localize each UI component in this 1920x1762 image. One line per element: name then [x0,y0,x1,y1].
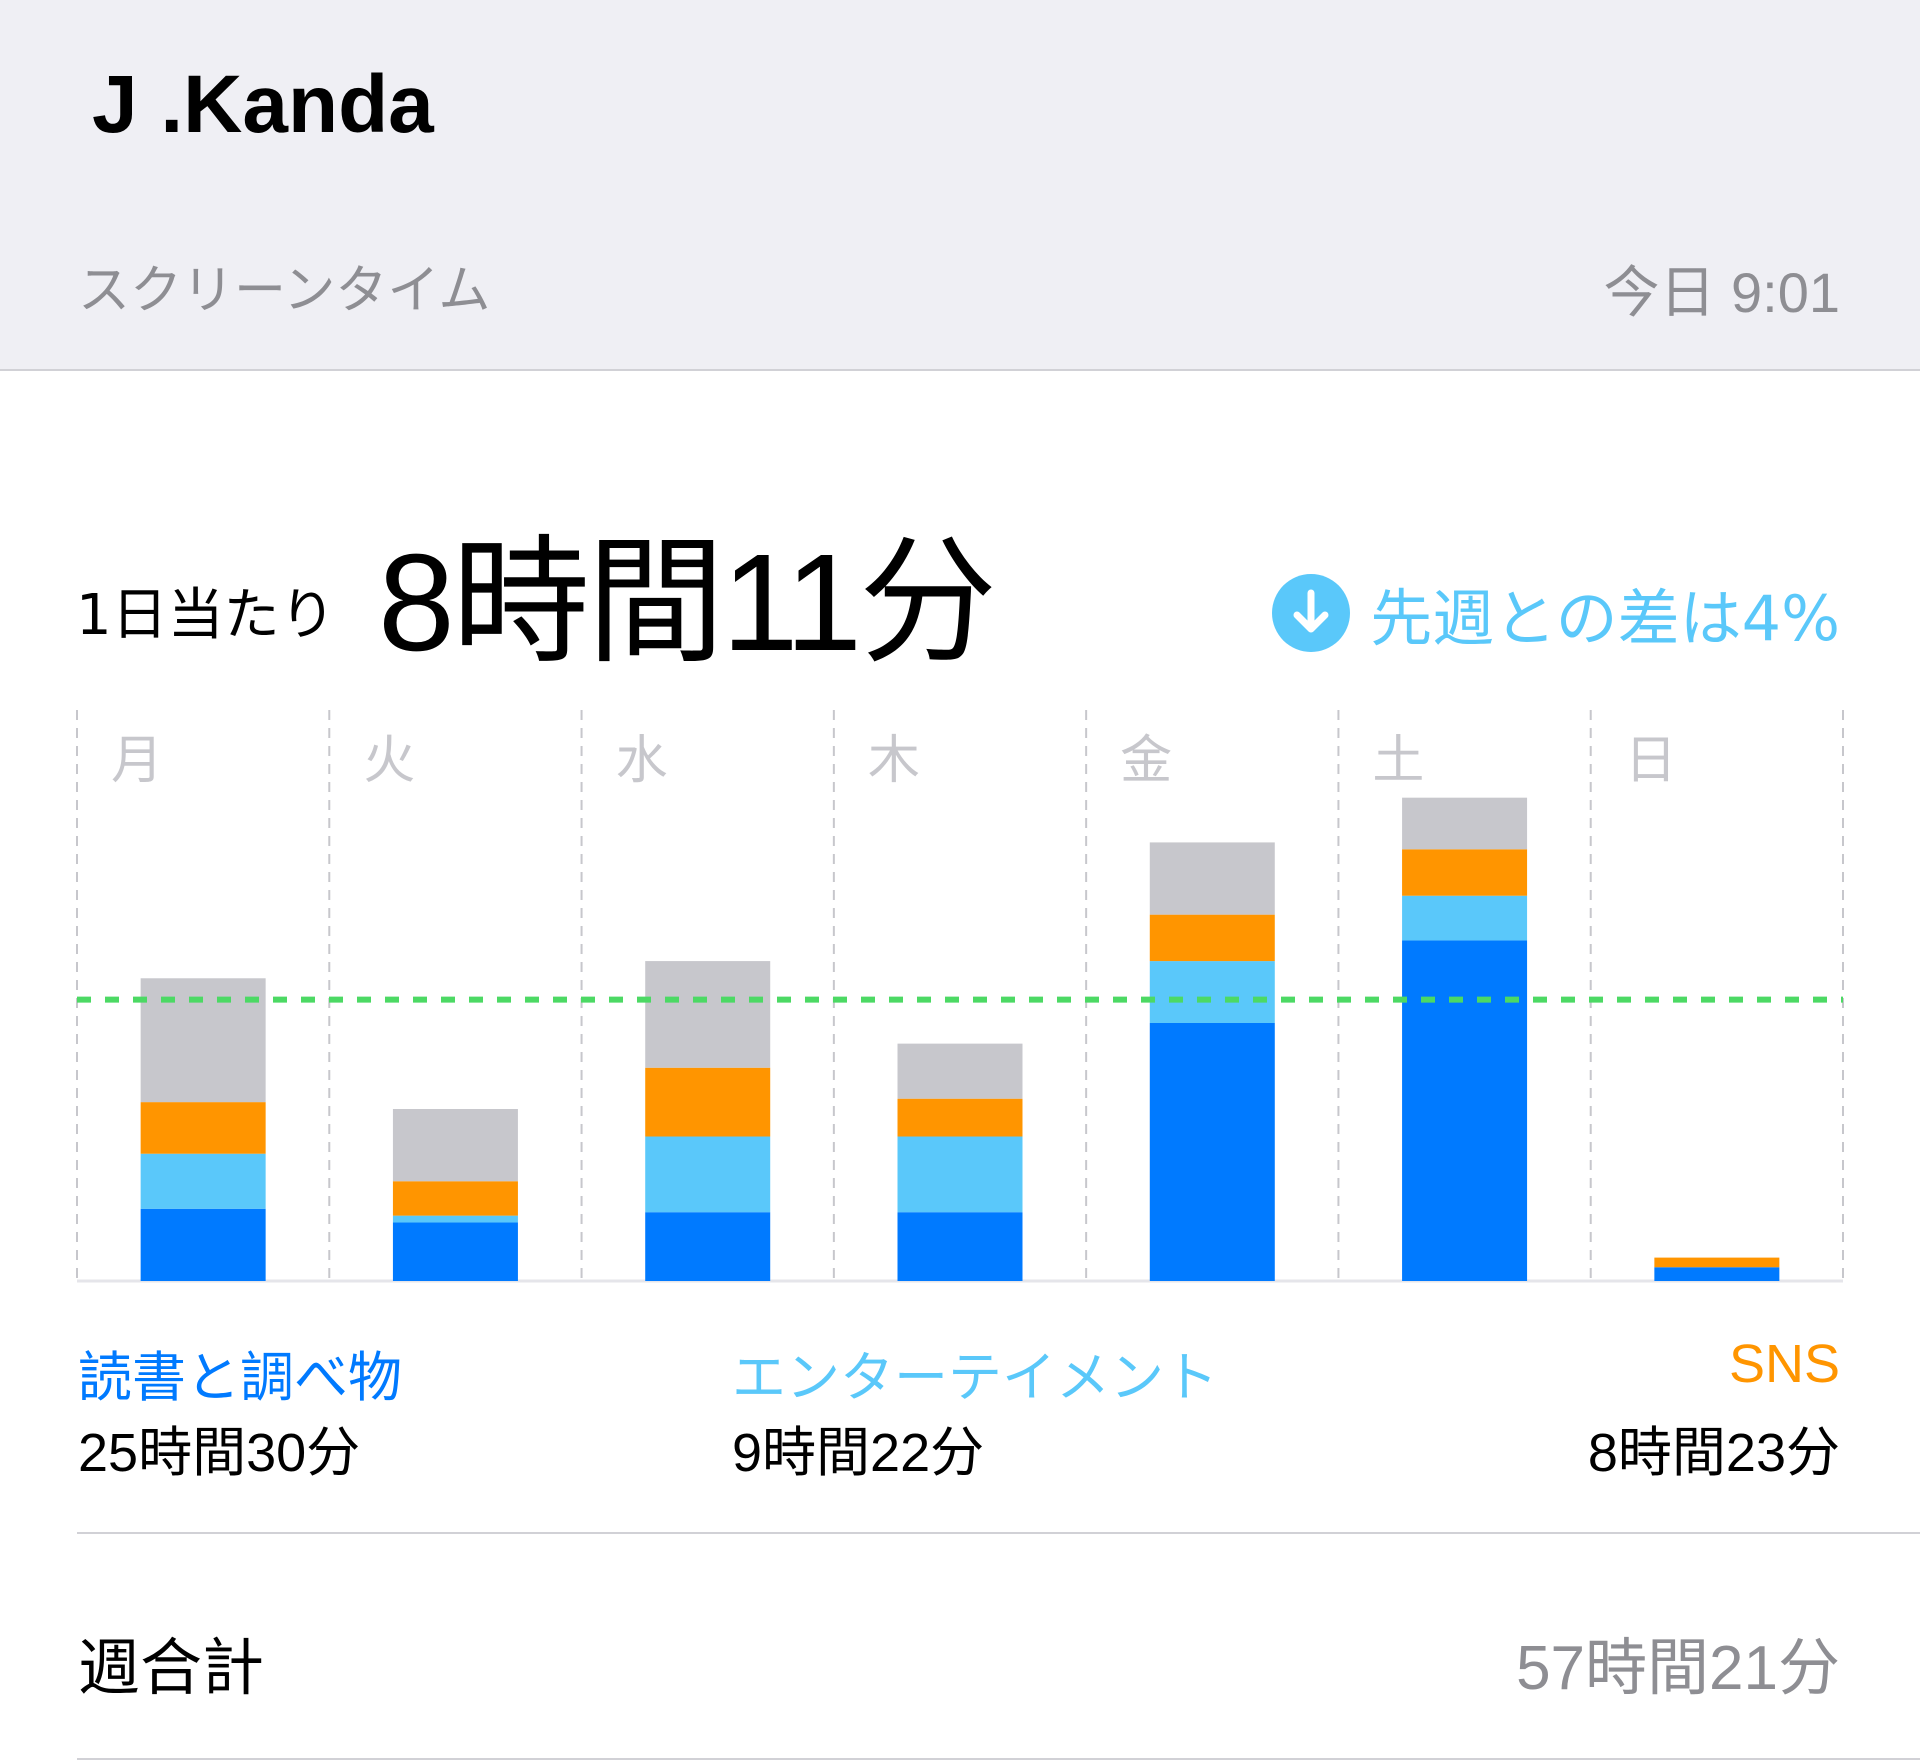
bar-segment [1149,842,1275,915]
bar-segment [1149,914,1275,962]
bar-segment [897,1136,1023,1213]
day-label: 日 [1625,731,1677,791]
bar-segment [1402,849,1528,896]
legend-value-sns: 8時間23分 [1587,1423,1840,1483]
bar-segment [1149,1023,1275,1281]
bar-segment [645,1136,771,1213]
weekly-usage-chart: 月火水木金土日 [76,710,1844,1283]
bar-segment [645,1067,771,1137]
bar-segment [1654,1257,1780,1268]
bar-segment [897,1098,1023,1137]
bar-segment [392,1109,518,1182]
bar-segment [392,1215,518,1223]
bar-segment [897,1212,1023,1281]
header: J .Kanda スクリーンタイム 今日 9:01 [0,0,1920,371]
weekly-total-value: 57時間21分 [1516,1634,1840,1703]
bar-segment [645,961,771,1068]
week-difference-text: 先週との差は4% [1370,582,1840,655]
section-title: スクリーンタイム [78,261,491,321]
day-label: 木 [868,731,920,791]
divider [77,1758,1920,1760]
bar-segment [645,1212,771,1281]
daily-average-value: 8時間11分 [378,526,997,680]
day-label: 火 [363,731,415,791]
bar-segment [392,1181,518,1216]
bar-segment [1402,940,1528,1281]
divider [77,1532,1920,1534]
timestamp: 今日 9:01 [1603,261,1840,324]
bar-segment [1402,797,1528,850]
daily-average-label: 1日当たり [76,583,336,648]
weekly-total-label: 週合計 [78,1631,265,1704]
legend-label-entertainment: エンターテイメント [732,1346,1218,1409]
bar-segment [392,1222,518,1281]
day-label: 土 [1372,731,1424,791]
arrow-down-circle-icon [1272,574,1351,652]
bar-segment [1654,1267,1780,1281]
day-label: 水 [616,731,668,791]
legend-label-reading: 読書と調べ物 [78,1346,402,1409]
bar-segment [140,1153,266,1209]
bar-segment [140,1208,266,1281]
bar-segment [1402,895,1528,941]
user-name: J .Kanda [92,59,434,150]
week-difference: 先週との差は4% [1272,568,1840,658]
bar-segment [897,1043,1023,1099]
legend-value-entertainment: 9時間22分 [732,1423,985,1483]
bar-segment [1149,961,1275,1023]
day-label: 金 [1120,731,1172,791]
legend-label-sns: SNS [1728,1334,1840,1394]
legend-value-reading: 25時間30分 [78,1423,361,1483]
day-label: 月 [111,731,163,791]
bar-segment [140,1102,266,1154]
